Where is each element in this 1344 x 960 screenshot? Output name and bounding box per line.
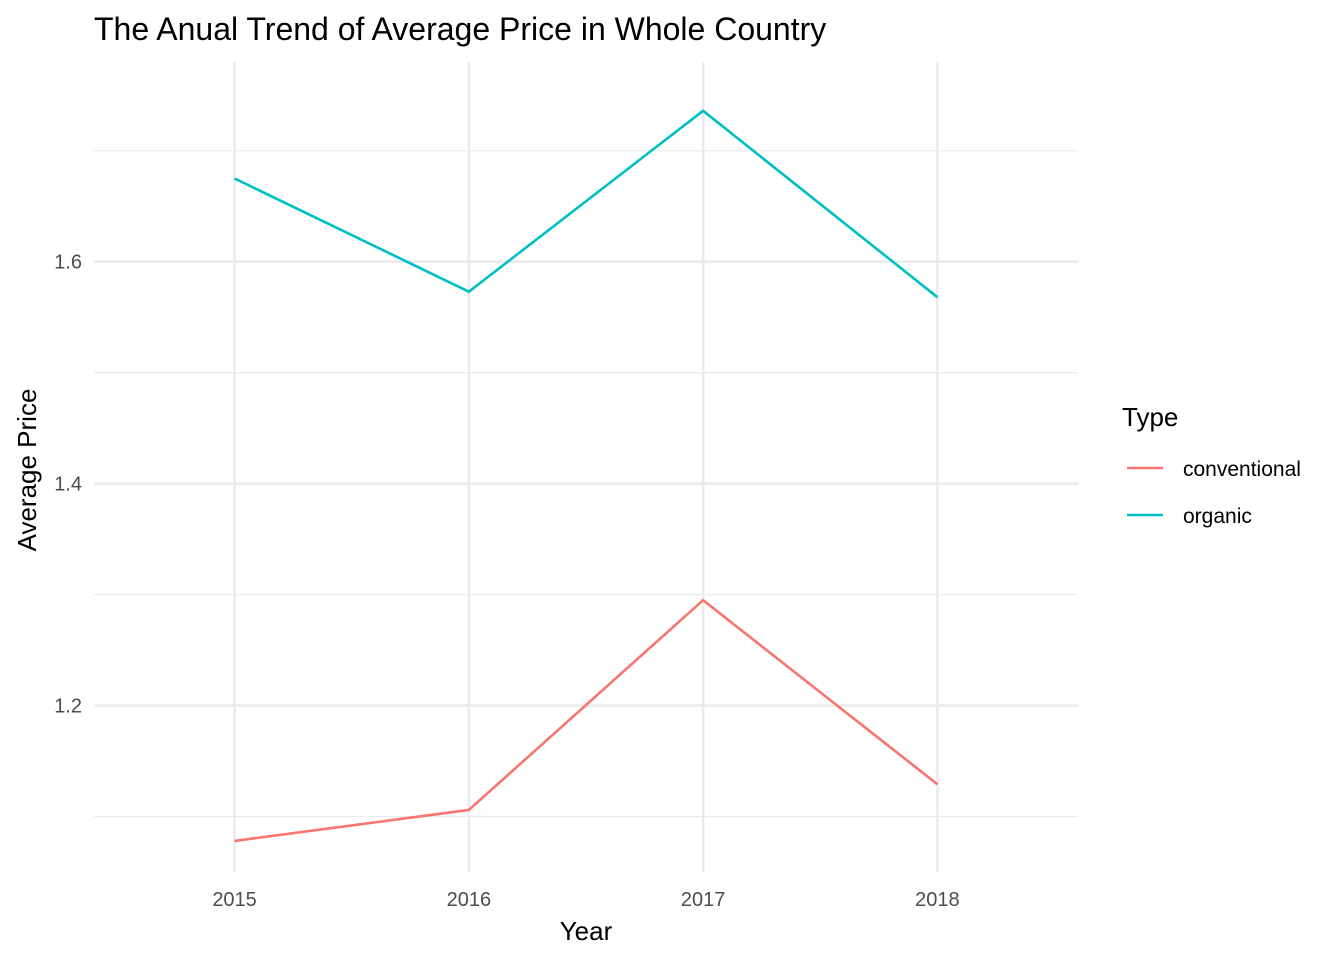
y-tick-label: 1.2 xyxy=(54,696,82,718)
legend-title: Type xyxy=(1122,402,1178,432)
legend-item-organic: organic xyxy=(1127,505,1252,528)
chart-title: The Anual Trend of Average Price in Whol… xyxy=(94,11,826,47)
x-axis-ticks: 2015 2016 2017 2018 xyxy=(212,889,959,911)
major-y-gridlines xyxy=(94,260,1078,707)
y-axis-title: Average Price xyxy=(12,389,42,552)
y-tick-label: 1.4 xyxy=(54,474,82,496)
y-tick-label: 1.6 xyxy=(54,252,82,274)
minor-gridlines xyxy=(94,150,1078,818)
x-tick-label: 2018 xyxy=(915,889,960,911)
major-x-gridlines xyxy=(233,62,939,872)
legend: Type conventional organic xyxy=(1122,402,1301,528)
series-line-conventional xyxy=(234,598,939,843)
legend-label: organic xyxy=(1183,505,1252,528)
series-lines xyxy=(234,109,939,843)
x-tick-label: 2017 xyxy=(681,889,726,911)
legend-label: conventional xyxy=(1183,458,1301,481)
x-tick-label: 2016 xyxy=(447,889,492,911)
series-line-organic xyxy=(234,109,939,299)
legend-items: conventional organic xyxy=(1127,458,1301,528)
legend-item-conventional: conventional xyxy=(1127,458,1301,481)
x-axis-title: Year xyxy=(560,916,613,946)
x-tick-label: 2015 xyxy=(212,889,257,911)
y-axis-ticks: 1.2 1.4 1.6 xyxy=(54,252,82,718)
plot-panel xyxy=(94,62,1078,872)
